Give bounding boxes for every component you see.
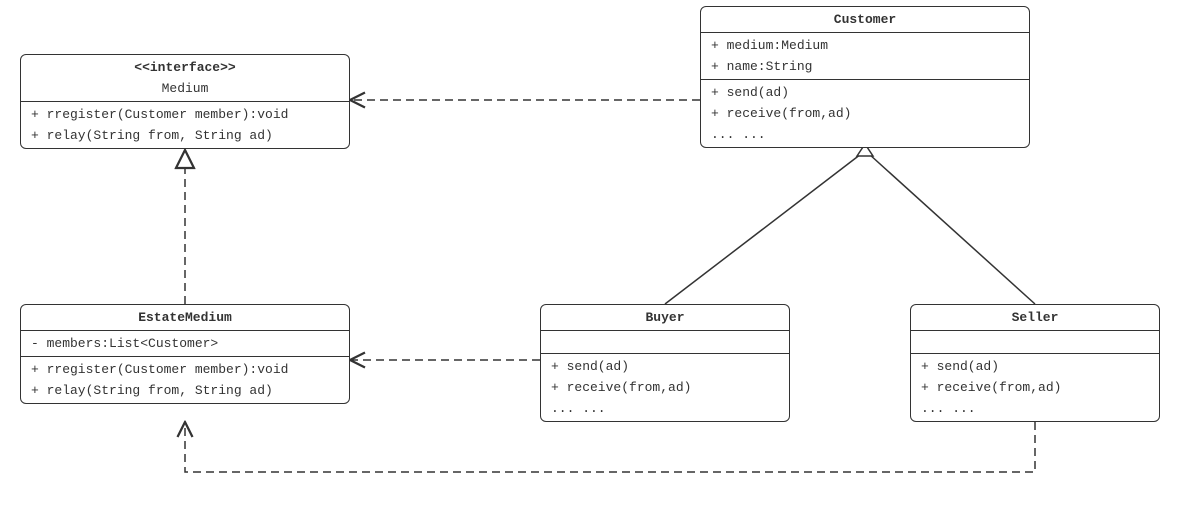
method: + rregister(Customer member):void xyxy=(21,359,349,380)
class-name: Seller xyxy=(911,307,1159,328)
class-customer: Customer + medium:Medium + name:String +… xyxy=(700,6,1030,148)
edge-seller-to-estate xyxy=(185,422,1035,472)
class-name: Buyer xyxy=(541,307,789,328)
class-name: EstateMedium xyxy=(21,307,349,328)
method: + receive(from,ad) xyxy=(911,377,1159,398)
method: ... ... xyxy=(911,398,1159,419)
attribute: + name:String xyxy=(701,56,1029,77)
attribute: + medium:Medium xyxy=(701,35,1029,56)
attribute: - members:List<Customer> xyxy=(21,333,349,354)
stereotype: <<interface>> xyxy=(21,57,349,78)
class-estate-medium: EstateMedium - members:List<Customer> + … xyxy=(20,304,350,404)
method: + rregister(Customer member):void xyxy=(21,104,349,125)
method: + receive(from,ad) xyxy=(701,103,1029,124)
method: + send(ad) xyxy=(541,356,789,377)
method: + relay(String from, String ad) xyxy=(21,380,349,401)
class-seller: Seller + send(ad) + receive(from,ad) ...… xyxy=(910,304,1160,422)
class-name: Medium xyxy=(21,78,349,99)
method: + relay(String from, String ad) xyxy=(21,125,349,146)
edge-buyer-inherits-customer xyxy=(665,154,861,304)
method: + send(ad) xyxy=(701,82,1029,103)
method: ... ... xyxy=(701,124,1029,145)
method: + receive(from,ad) xyxy=(541,377,789,398)
class-medium: <<interface>> Medium + rregister(Custome… xyxy=(20,54,350,149)
class-buyer: Buyer + send(ad) + receive(from,ad) ... … xyxy=(540,304,790,422)
class-name: Customer xyxy=(701,9,1029,30)
method: ... ... xyxy=(541,398,789,419)
method: + send(ad) xyxy=(911,356,1159,377)
edge-seller-inherits-customer xyxy=(869,154,1035,304)
